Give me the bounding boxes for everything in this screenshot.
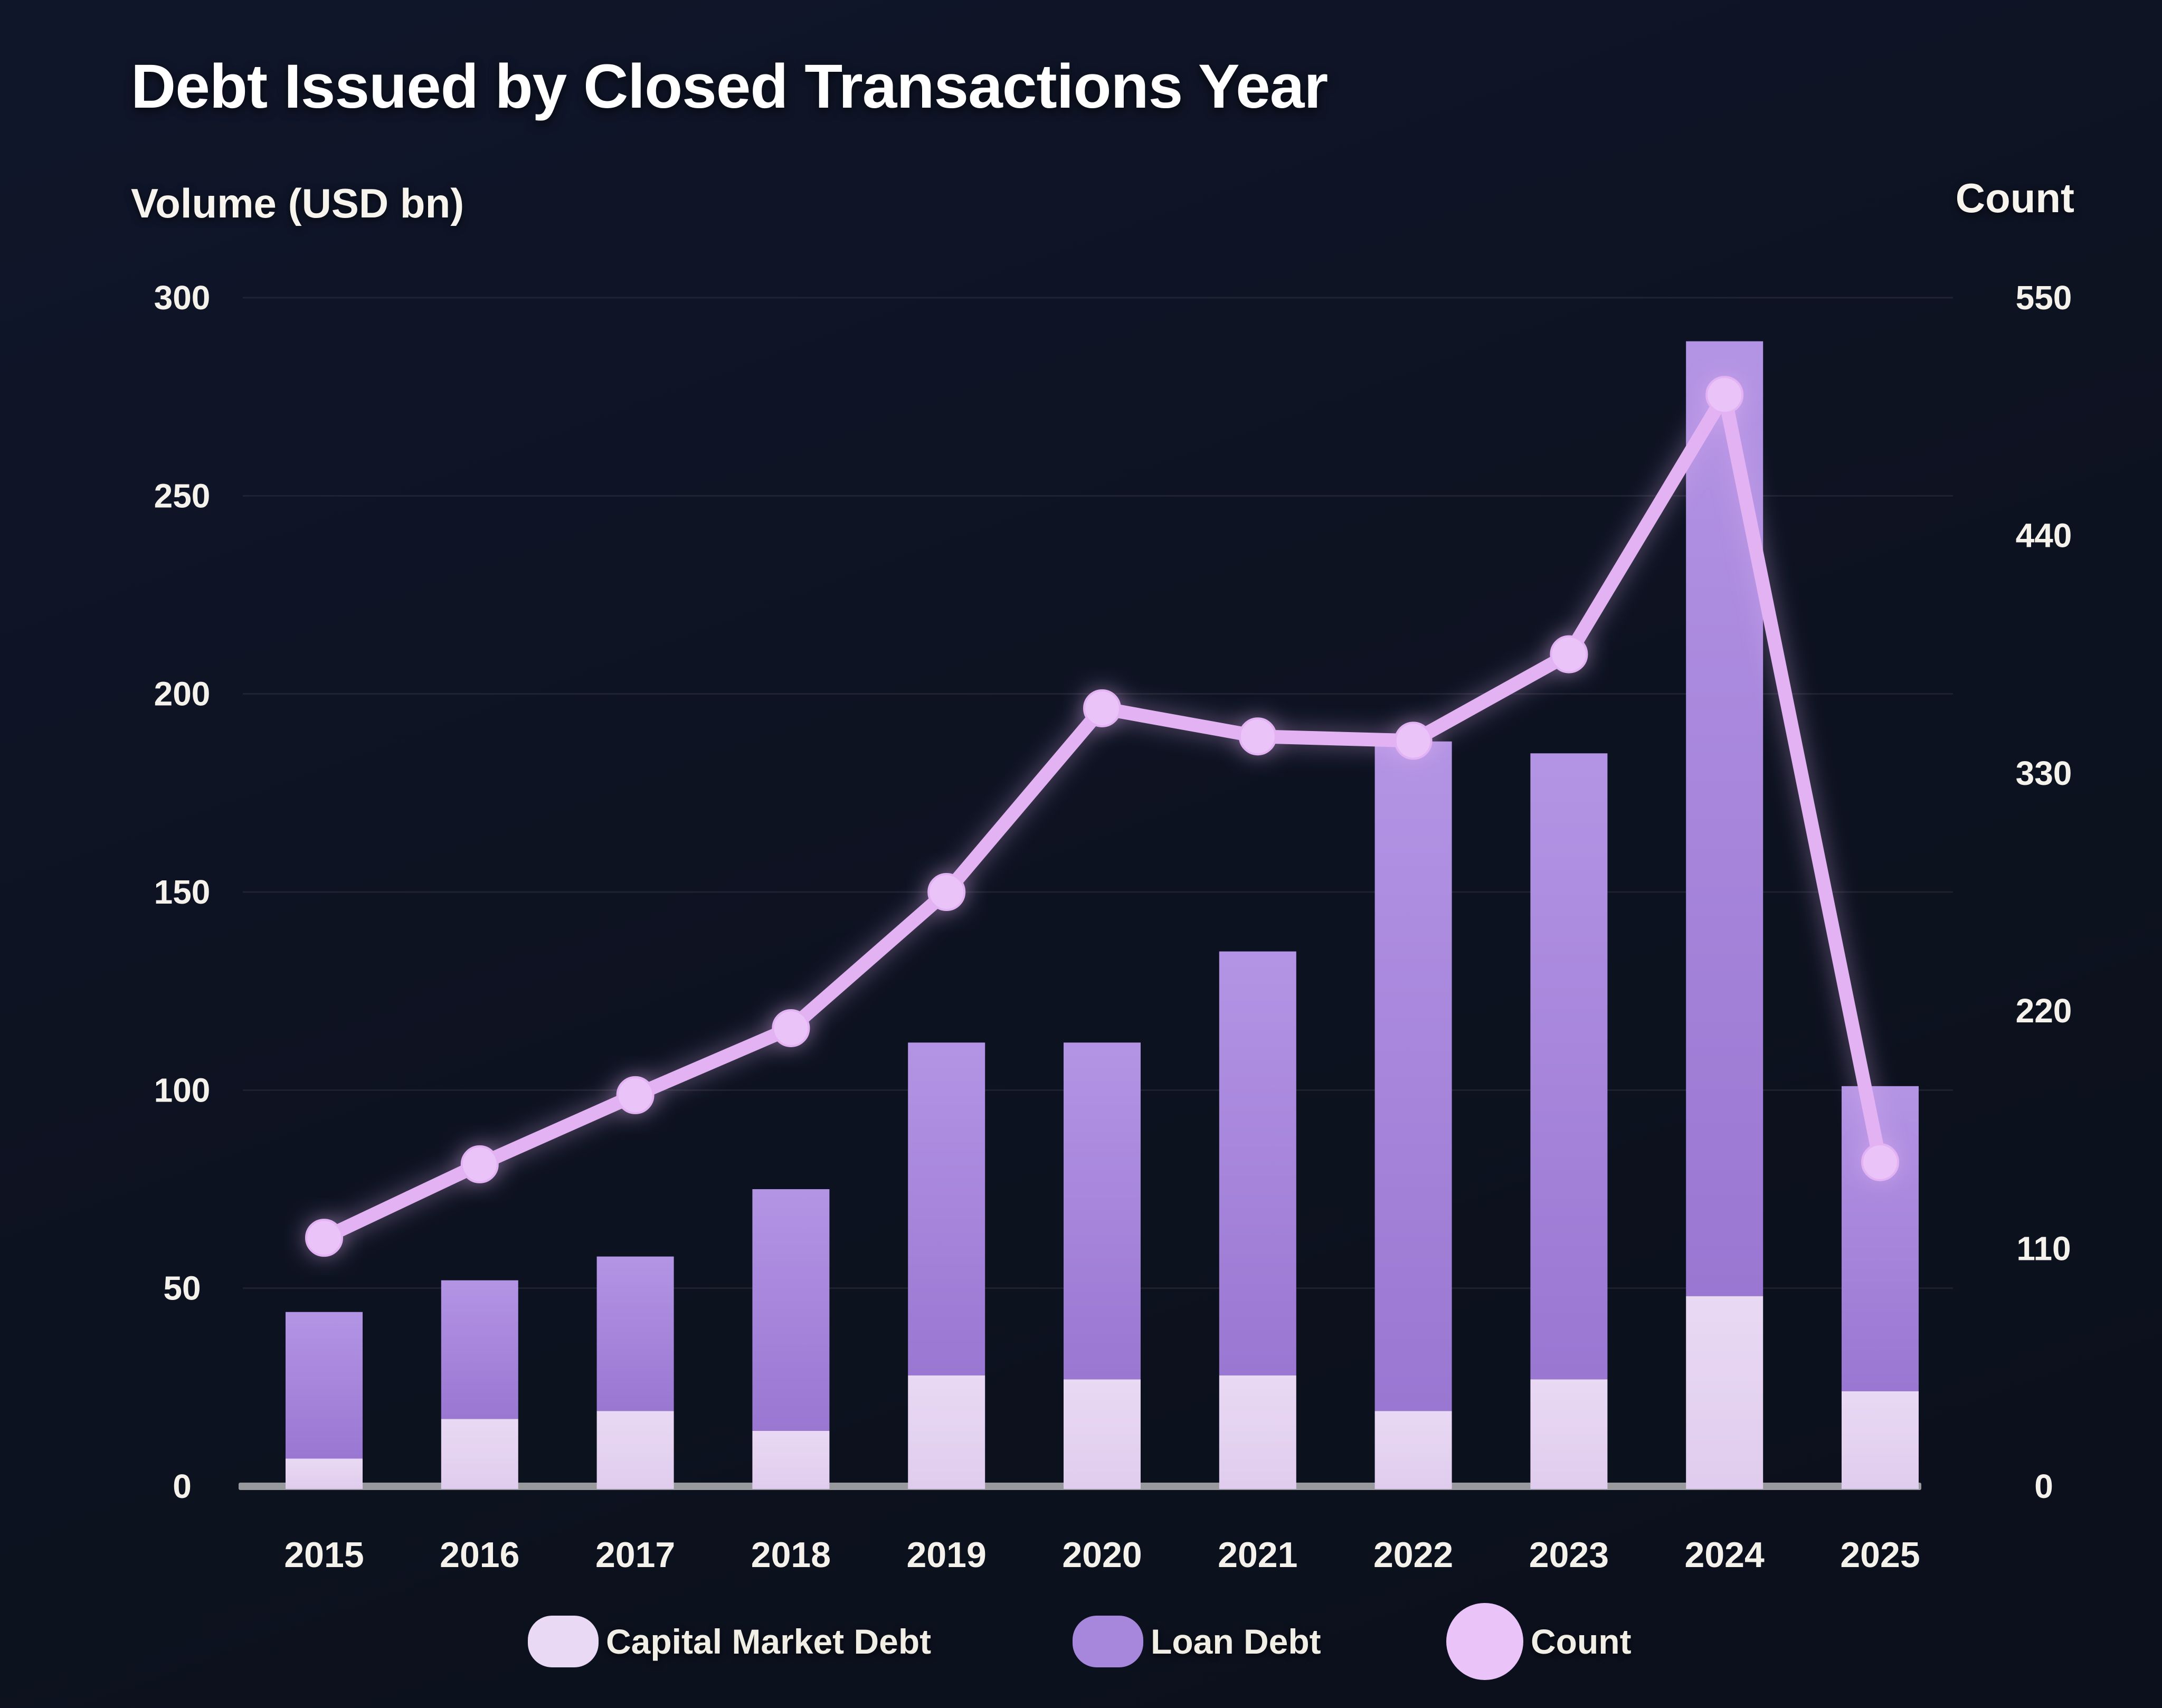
legend-label-capital-market-debt: Capital Market Debt — [606, 1622, 932, 1661]
x-axis-label-2021: 2021 — [1218, 1535, 1297, 1575]
count-point-2021 — [1238, 717, 1277, 756]
count-point-2020 — [1083, 689, 1121, 727]
x-axis-label-2024: 2024 — [1685, 1535, 1765, 1575]
bar-2017-loan-debt — [596, 1256, 674, 1411]
bar-2018-capital-market-debt — [752, 1430, 830, 1489]
bar-2019-capital-market-debt — [908, 1375, 985, 1489]
left-axis-tick-150: 150 — [154, 873, 211, 911]
right-axis-tick-330: 330 — [2016, 754, 2072, 792]
bar-2019-loan-debt — [908, 1042, 985, 1375]
left-axis-tick-0: 0 — [173, 1467, 192, 1505]
legend-item-loan-debt: Loan Debt — [1073, 1599, 1321, 1684]
bar-2024-loan-debt — [1686, 341, 1763, 1296]
count-point-2022 — [1394, 722, 1433, 760]
count-point-2015 — [305, 1219, 343, 1257]
x-axis-label-2017: 2017 — [595, 1535, 675, 1575]
right-axis-tick-220: 220 — [2016, 992, 2072, 1030]
legend-item-capital-market-debt: Capital Market Debt — [528, 1599, 931, 1684]
x-axis-label-2023: 2023 — [1529, 1535, 1609, 1575]
bar-2016-capital-market-debt — [441, 1419, 518, 1489]
bar-2021-capital-market-debt — [1219, 1375, 1296, 1489]
loan-debt-swatch-icon — [1073, 1616, 1143, 1667]
bar-2016-loan-debt — [441, 1280, 518, 1419]
right-axis-title: Count — [1955, 175, 2074, 221]
count-point-2017 — [616, 1076, 655, 1114]
bar-2025-capital-market-debt — [1842, 1391, 1919, 1489]
left-axis-tick-200: 200 — [154, 675, 211, 713]
legend-item-count: Count — [1446, 1599, 1632, 1684]
left-axis-tick-50: 50 — [163, 1269, 201, 1307]
chart-title: Debt Issued by Closed Transactions Year — [131, 52, 1328, 121]
count-point-2018 — [772, 1009, 810, 1047]
x-axis-label-2018: 2018 — [751, 1535, 831, 1575]
bar-2022-capital-market-debt — [1374, 1411, 1452, 1489]
bar-2017-capital-market-debt — [596, 1411, 674, 1489]
bar-2023-loan-debt — [1530, 753, 1608, 1380]
count-point-2016 — [460, 1145, 499, 1183]
x-axis-label-2016: 2016 — [440, 1535, 519, 1575]
bar-2021-loan-debt — [1219, 951, 1296, 1375]
bar-2020-capital-market-debt — [1064, 1379, 1141, 1489]
legend-label-loan-debt: Loan Debt — [1151, 1622, 1321, 1661]
bar-2015-capital-market-debt — [286, 1458, 363, 1489]
left-axis-tick-100: 100 — [154, 1071, 211, 1109]
right-axis-tick-550: 550 — [2016, 279, 2072, 317]
bar-2024-capital-market-debt — [1686, 1296, 1763, 1489]
left-axis-tick-250: 250 — [154, 477, 211, 515]
right-axis-tick-0: 0 — [2034, 1467, 2053, 1505]
x-axis-label-2025: 2025 — [1840, 1535, 1920, 1575]
count-point-2023 — [1550, 635, 1588, 673]
legend-label-count: Count — [1531, 1622, 1632, 1661]
x-axis-label-2022: 2022 — [1373, 1535, 1453, 1575]
right-axis-tick-110: 110 — [2016, 1230, 2071, 1268]
x-axis-label-2020: 2020 — [1062, 1535, 1142, 1575]
x-axis-label-2015: 2015 — [284, 1535, 364, 1575]
chart-legend: Capital Market Debt Loan Debt Count — [0, 1599, 2162, 1689]
bar-2020-loan-debt — [1064, 1042, 1141, 1380]
count-point-2019 — [927, 873, 966, 911]
x-axis-label-2019: 2019 — [907, 1535, 987, 1575]
capital-market-debt-swatch-icon — [528, 1616, 599, 1667]
bar-2023-capital-market-debt — [1530, 1379, 1608, 1489]
right-axis-tick-440: 440 — [2016, 516, 2072, 554]
count-point-2025 — [1861, 1143, 1899, 1181]
left-axis-title: Volume (USD bn) — [131, 180, 464, 226]
count-swatch-icon — [1446, 1603, 1523, 1680]
bar-2022-loan-debt — [1374, 741, 1452, 1411]
count-point-2024 — [1705, 376, 1744, 414]
bar-2018-loan-debt — [752, 1189, 830, 1431]
bar-2015-loan-debt — [286, 1312, 363, 1459]
left-axis-tick-300: 300 — [154, 279, 211, 317]
